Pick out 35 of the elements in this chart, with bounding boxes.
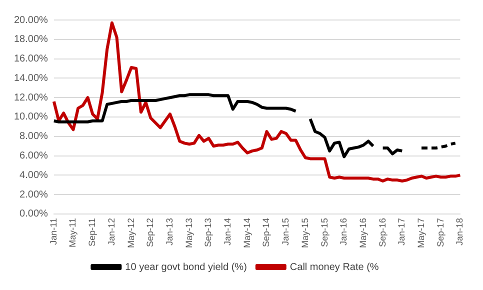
- y-tick-label: 2.00%: [20, 189, 48, 200]
- x-tick-label: May-12: [126, 218, 136, 248]
- y-tick-label: 10.00%: [14, 112, 48, 123]
- x-tick-label: May-16: [358, 218, 368, 248]
- x-tick-label: May-17: [416, 218, 426, 248]
- x-tick-label: Sep-12: [145, 218, 156, 248]
- x-tick-label: Jan-18: [454, 218, 465, 246]
- y-tick-label: 20.00%: [14, 14, 48, 26]
- x-tick-label: Jan-13: [164, 218, 174, 246]
- legend-label: Call money Rate (%: [290, 262, 379, 273]
- x-tick-label: May-15: [300, 218, 310, 248]
- y-tick-label: 14.00%: [14, 72, 48, 84]
- x-tick-label: Sep-17: [435, 218, 446, 248]
- y-tick-label: 12.00%: [14, 92, 48, 104]
- x-tick-label: Sep-16: [377, 218, 388, 248]
- x-tick-label: Jan-17: [396, 218, 407, 246]
- x-tick-label: Sep-14: [261, 218, 272, 248]
- y-tick-label: 6.00%: [20, 150, 48, 162]
- x-tick-label: Jan-14: [222, 218, 233, 246]
- x-tick-label: Jan-16: [338, 218, 349, 246]
- x-tick-label: Jan-11: [48, 218, 58, 245]
- x-tick-label: Sep-11: [87, 218, 98, 246]
- x-tick-label: Jan-12: [106, 218, 116, 246]
- y-tick-label: 18.00%: [14, 34, 48, 46]
- y-tick-label: 0.00%: [20, 208, 48, 220]
- x-tick-label: May-14: [242, 218, 252, 248]
- y-tick-label: 8.00%: [20, 131, 48, 142]
- x-tick-label: Jan-15: [280, 218, 291, 246]
- y-tick-label: 4.00%: [20, 170, 48, 181]
- x-tick-label: May-13: [184, 218, 194, 248]
- x-tick-label: Sep-15: [319, 218, 330, 248]
- x-tick-label: Sep-13: [203, 218, 214, 248]
- legend-label: 10 year govt bond yield (%): [125, 262, 247, 273]
- y-tick-label: 16.00%: [14, 54, 48, 65]
- x-tick-label: May-11: [68, 218, 78, 248]
